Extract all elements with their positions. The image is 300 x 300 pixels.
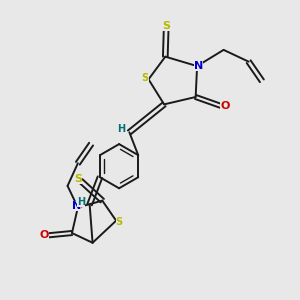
Text: H: H [117,124,125,134]
Text: N: N [194,61,203,71]
Text: O: O [220,101,230,111]
Text: S: S [162,21,170,31]
Text: N: N [72,201,81,211]
Text: S: S [141,73,148,83]
Text: S: S [74,174,83,184]
Text: O: O [39,230,49,240]
Text: S: S [116,217,123,227]
Text: H: H [77,196,86,206]
